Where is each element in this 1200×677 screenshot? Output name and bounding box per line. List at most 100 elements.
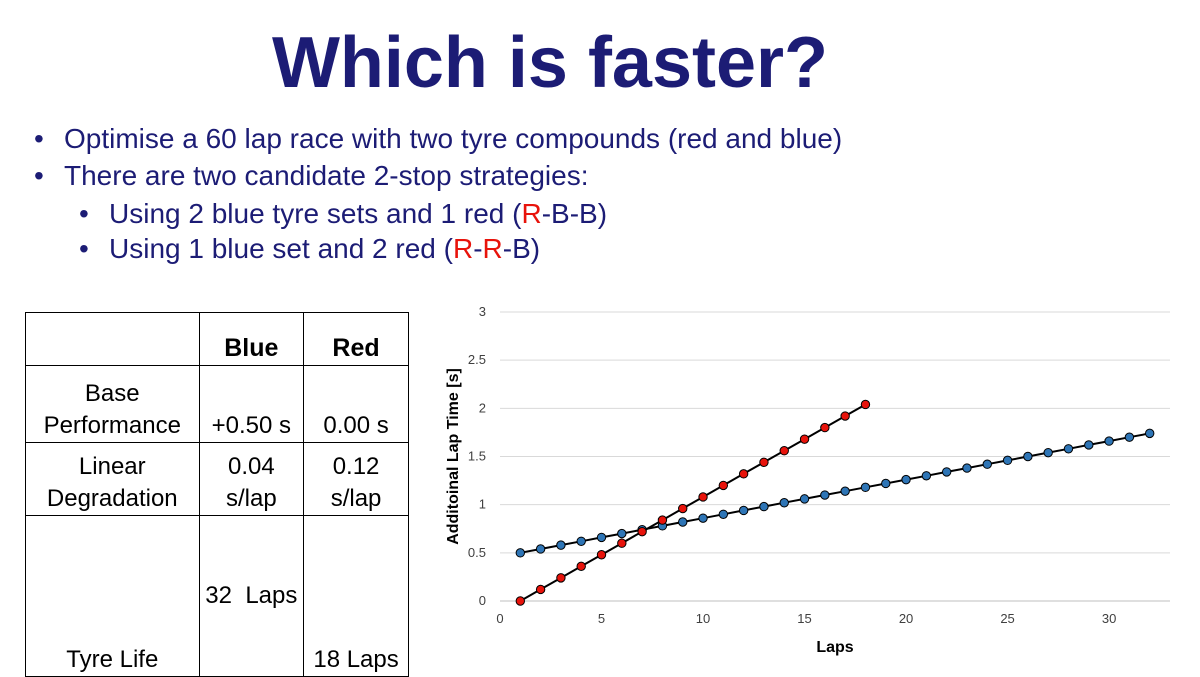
red-data-point bbox=[637, 526, 647, 537]
blue-data-point bbox=[1104, 436, 1114, 446]
red-value-line: 0.12 bbox=[332, 453, 380, 480]
red-data-point bbox=[718, 480, 729, 491]
blue-data-point bbox=[515, 548, 526, 558]
row-label: Base Performance bbox=[25, 365, 200, 443]
y-tick-label: 2.5 bbox=[468, 352, 486, 367]
chart-gridlines bbox=[500, 311, 1170, 554]
tyre-compound-table: Blue Red Base Performance +0.50 s 0.00 s… bbox=[25, 312, 409, 677]
blue-data-point bbox=[718, 509, 729, 520]
blue-data-point bbox=[840, 486, 850, 496]
bullet-marker: • bbox=[34, 160, 44, 191]
strategy-dash: - bbox=[473, 233, 483, 264]
sub-bullet-1-text: Using 2 blue tyre sets and 1 red ( bbox=[109, 198, 522, 229]
x-tick-label: 0 bbox=[496, 611, 503, 626]
blue-data-point bbox=[962, 463, 972, 473]
blue-value-line: +0.50 s bbox=[211, 412, 292, 439]
bullet-2-text: There are two candidate 2-stop strategie… bbox=[64, 160, 589, 191]
y-tick-label: 0.5 bbox=[468, 545, 486, 560]
blue-data-point bbox=[881, 478, 891, 489]
x-tick-label: 10 bbox=[696, 611, 710, 626]
x-tick-label: 20 bbox=[899, 611, 913, 626]
red-value-line: s/lap bbox=[330, 485, 382, 512]
blue-data-point bbox=[1023, 451, 1033, 462]
chart-background bbox=[430, 290, 1190, 665]
blue-value-line: 0.04 bbox=[227, 453, 275, 480]
red-data-point bbox=[596, 550, 607, 560]
blue-value-line: 32 Laps bbox=[205, 582, 298, 609]
blue-data-point bbox=[535, 544, 546, 554]
bullet-marker: • bbox=[34, 123, 44, 154]
y-tick-label: 2 bbox=[479, 400, 486, 415]
red-data-point bbox=[657, 515, 668, 525]
blue-data-point bbox=[576, 536, 586, 546]
blue-value: 0.04 s/lap bbox=[198, 442, 305, 516]
row-label-line: Degradation bbox=[46, 485, 178, 512]
table-header-row: Blue Red bbox=[25, 312, 409, 366]
red-data-point bbox=[678, 503, 688, 514]
bullet-marker: • bbox=[79, 233, 89, 264]
y-tick-label: 1 bbox=[479, 497, 486, 512]
y-tick-labels: 0 0.5 1 1.5 2 2.5 3 bbox=[468, 304, 486, 608]
x-tick-labels: 0 5 10 15 20 25 30 bbox=[496, 611, 1116, 626]
lap-time-chart: 0 0.5 1 1.5 2 2.5 3 0 5 10 15 20 25 30 Laps Additoin… bbox=[430, 290, 1190, 665]
blue-data-point bbox=[1084, 440, 1094, 450]
bullet-1: • Optimise a 60 lap race with two tyre co… bbox=[34, 120, 842, 158]
blue-data-point bbox=[921, 471, 932, 481]
blue-data-point bbox=[617, 528, 627, 539]
table-row-tyre-life: Tyre Life 32 Laps 18 Laps bbox=[25, 515, 409, 677]
blue-data-point bbox=[860, 482, 871, 493]
blue-data-point bbox=[556, 540, 566, 550]
red-value: 0.12 s/lap bbox=[303, 442, 409, 516]
blue-data-point bbox=[1144, 428, 1155, 439]
row-label-line: Tyre Life bbox=[66, 646, 159, 673]
red-value: 18 Laps bbox=[303, 515, 409, 677]
red-data-point bbox=[617, 538, 627, 548]
y-axis-label: Additoinal Lap Time [s] bbox=[445, 368, 462, 545]
x-tick-label: 5 bbox=[598, 611, 605, 626]
red-value: 0.00 s bbox=[303, 365, 409, 443]
blue-value: +0.50 s bbox=[198, 365, 305, 443]
y-tick-label: 3 bbox=[479, 304, 486, 319]
sub-bullet-2: • Using 1 blue set and 2 red (R-R-B) bbox=[79, 230, 540, 268]
bullet-2: • There are two candidate 2-stop strategi… bbox=[34, 157, 589, 195]
red-data-point bbox=[860, 399, 871, 410]
table-header-blue: Blue bbox=[198, 312, 305, 366]
blue-data-point bbox=[1002, 455, 1013, 466]
red-data-point bbox=[799, 434, 810, 444]
blue-data-point bbox=[820, 490, 830, 500]
red-data-point bbox=[698, 492, 708, 502]
red-data-point bbox=[738, 469, 749, 479]
y-tick-label: 0 bbox=[479, 593, 486, 608]
blue-value: 32 Laps bbox=[198, 515, 305, 677]
red-data-point bbox=[556, 573, 566, 583]
red-value-line: 18 Laps bbox=[313, 646, 399, 673]
red-data-point bbox=[820, 422, 830, 433]
red-data-point bbox=[535, 584, 546, 595]
strategy-red-letter: R bbox=[452, 233, 474, 264]
x-axis-label: Laps bbox=[816, 639, 853, 656]
x-tick-label: 25 bbox=[1000, 611, 1014, 626]
blue-data-point bbox=[901, 474, 911, 485]
red-data-point bbox=[759, 457, 769, 467]
row-label: Linear Degradation bbox=[25, 442, 200, 516]
blue-data-point bbox=[1063, 444, 1074, 454]
blue-data-point bbox=[759, 501, 769, 512]
x-tick-label: 15 bbox=[797, 611, 811, 626]
blue-value-line bbox=[200, 378, 304, 410]
x-tick-label: 30 bbox=[1102, 611, 1116, 626]
strategy-red-letter: R bbox=[521, 198, 542, 229]
red-data-point bbox=[779, 446, 789, 456]
blue-data-point bbox=[678, 517, 688, 527]
row-label-line: Linear bbox=[78, 453, 146, 480]
sub-bullet-1-rest: -B-B) bbox=[541, 198, 608, 229]
table-header-empty bbox=[25, 312, 200, 366]
blue-data-point bbox=[779, 498, 789, 508]
bullet-marker: • bbox=[79, 198, 89, 229]
blue-data-point bbox=[698, 513, 708, 523]
table-row-linear-degradation: Linear Degradation 0.04 s/lap 0.12 s/lap bbox=[25, 442, 409, 516]
blue-data-point bbox=[982, 459, 992, 469]
red-data-point bbox=[576, 561, 586, 572]
y-tick-label: 1.5 bbox=[468, 449, 486, 464]
red-value-line: 0.00 s bbox=[323, 412, 389, 439]
bullet-1-text: Optimise a 60 lap race with two tyre com… bbox=[64, 123, 843, 154]
